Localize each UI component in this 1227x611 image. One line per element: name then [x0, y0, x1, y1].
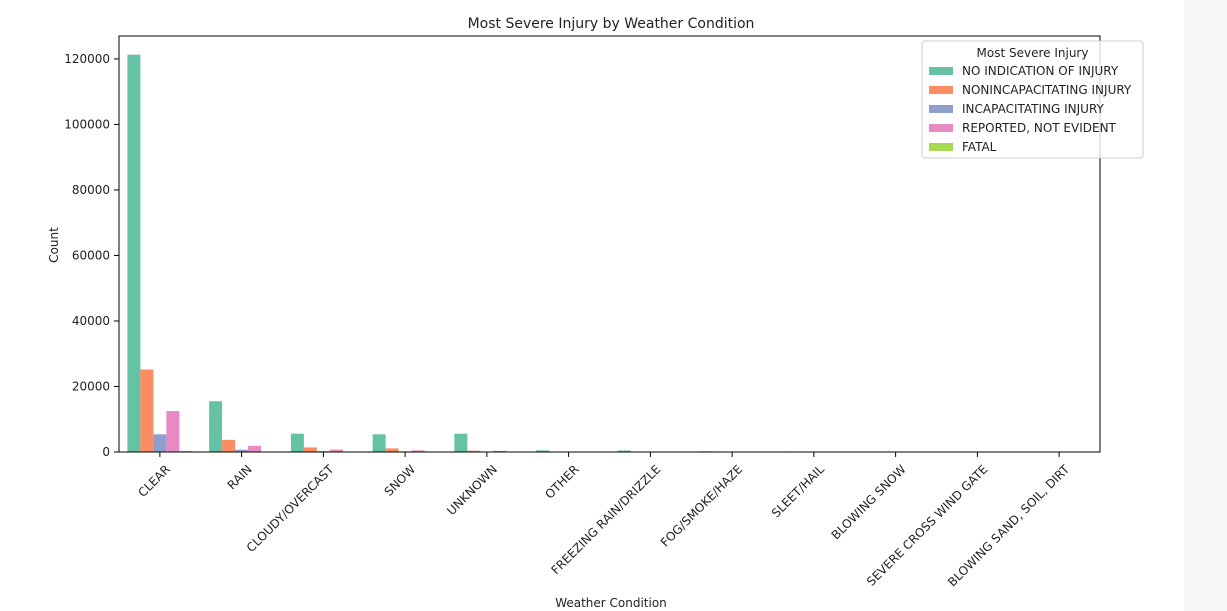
- plot-frame: [118, 35, 1101, 453]
- legend: Most Severe Injury NO INDICATION OF INJUR…: [921, 40, 1144, 159]
- y-tick-label: 120000: [64, 52, 110, 66]
- bar: [493, 450, 507, 452]
- legend-label: FATAL: [962, 140, 997, 154]
- bar: [140, 369, 154, 452]
- x-axis-label: Weather Condition: [555, 596, 667, 610]
- bar: [222, 439, 236, 452]
- legend-label: NONINCAPACITATING INJURY: [962, 83, 1132, 97]
- legend-swatch: [929, 124, 953, 132]
- legend-title: Most Severe Injury: [977, 46, 1089, 60]
- y-tick-label: 100000: [64, 117, 110, 131]
- bar: [235, 449, 249, 452]
- legend-swatch: [929, 143, 953, 151]
- bar: [372, 434, 386, 452]
- y-tick-label: 0: [102, 445, 110, 459]
- bar: [454, 433, 468, 452]
- bar: [127, 54, 141, 453]
- bar: [411, 450, 425, 452]
- legend-label: NO INDICATION OF INJURY: [962, 64, 1119, 78]
- chart-title: Most Severe Injury by Weather Condition: [468, 16, 755, 32]
- x-tick-label: CLOUDY/OVERCAST: [244, 462, 337, 555]
- bar: [329, 449, 343, 452]
- x-tick-label: UNKNOWN: [444, 462, 500, 518]
- legend-label: INCAPACITATING INJURY: [962, 102, 1105, 116]
- bar: [209, 401, 223, 452]
- legend-swatch: [929, 105, 953, 113]
- bar: [617, 450, 631, 452]
- legend-box: [921, 40, 1144, 159]
- bar: [385, 448, 399, 452]
- bar: [303, 447, 317, 452]
- legend-label: REPORTED, NOT EVIDENT: [962, 121, 1117, 135]
- bar: [248, 445, 262, 452]
- x-tick-label: RAIN: [225, 462, 255, 492]
- bar: [290, 433, 304, 452]
- x-tick-label: FOG/SMOKE/HAZE: [658, 462, 745, 549]
- right-gutter: [1184, 0, 1227, 611]
- x-tick-label: BLOWING SNOW: [829, 462, 909, 542]
- legend-swatch: [929, 86, 953, 94]
- y-tick-label: 40000: [72, 314, 110, 328]
- x-tick-label: CLEAR: [135, 462, 173, 500]
- x-tick-label: SNOW: [382, 462, 419, 499]
- legend-swatch: [929, 67, 953, 75]
- x-tick-label: SLEET/HAIL: [769, 462, 827, 520]
- bar: [153, 434, 167, 452]
- y-tick-label: 80000: [72, 183, 110, 197]
- x-tick-label: OTHER: [542, 462, 581, 501]
- y-tick-label: 60000: [72, 248, 110, 262]
- bar: [166, 411, 180, 452]
- bar: [467, 450, 481, 452]
- y-tick-label: 20000: [72, 379, 110, 393]
- y-axis-label: Count: [47, 227, 61, 263]
- bar: [536, 450, 550, 452]
